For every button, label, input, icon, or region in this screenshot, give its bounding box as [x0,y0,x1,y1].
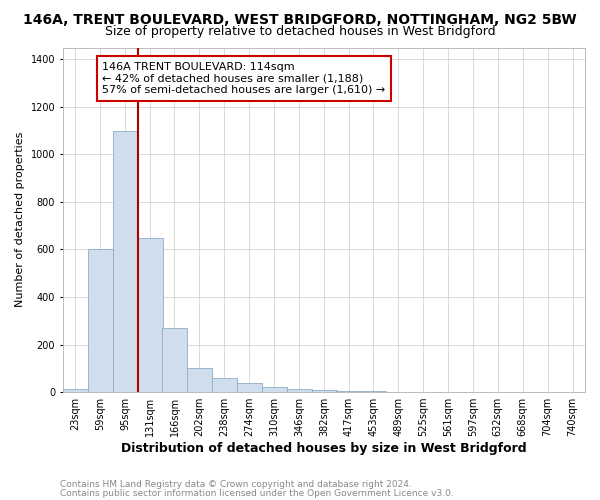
Bar [237,382,262,392]
X-axis label: Distribution of detached houses by size in West Bridgford: Distribution of detached houses by size … [121,442,527,455]
Text: Contains HM Land Registry data © Crown copyright and database right 2024.: Contains HM Land Registry data © Crown c… [60,480,412,489]
Bar [212,378,237,392]
Bar [187,368,212,392]
Text: Contains public sector information licensed under the Open Government Licence v3: Contains public sector information licen… [60,488,454,498]
Y-axis label: Number of detached properties: Number of detached properties [15,132,25,308]
Bar [262,388,287,392]
Bar [63,388,88,392]
Text: 146A TRENT BOULEVARD: 114sqm
← 42% of detached houses are smaller (1,188)
57% of: 146A TRENT BOULEVARD: 114sqm ← 42% of de… [103,62,386,95]
Text: Size of property relative to detached houses in West Bridgford: Size of property relative to detached ho… [104,25,496,38]
Bar [287,389,312,392]
Bar [138,238,163,392]
Bar [88,250,113,392]
Bar [162,328,187,392]
Text: 146A, TRENT BOULEVARD, WEST BRIDGFORD, NOTTINGHAM, NG2 5BW: 146A, TRENT BOULEVARD, WEST BRIDGFORD, N… [23,12,577,26]
Bar [113,130,138,392]
Bar [336,391,361,392]
Bar [312,390,337,392]
